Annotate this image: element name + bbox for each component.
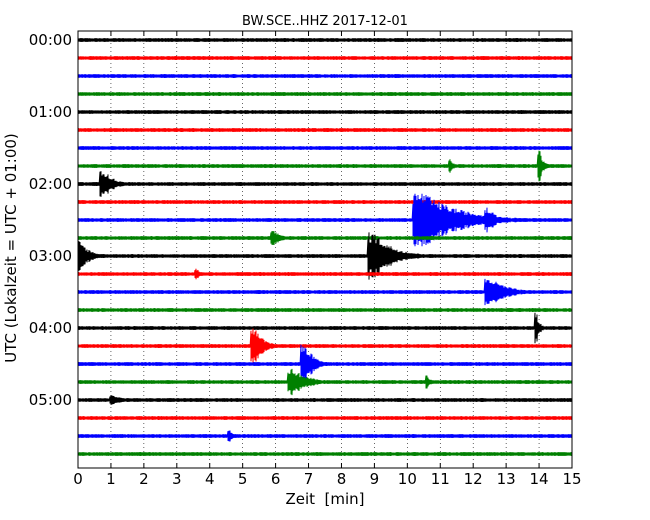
- x-tick-label: 0: [73, 470, 83, 488]
- x-axis-label: Zeit [min]: [285, 490, 364, 508]
- x-tick-label: 2: [139, 470, 149, 488]
- y-tick-label: 02:00: [29, 175, 72, 193]
- x-tick-label: 3: [172, 470, 182, 488]
- x-tick-label: 11: [431, 470, 450, 488]
- plot-frame: [77, 30, 573, 469]
- trace-line: [77, 430, 573, 442]
- trace-line: [77, 73, 573, 79]
- plot-area: [78, 31, 572, 468]
- trace-line: [77, 328, 573, 364]
- trace-line: [77, 37, 573, 43]
- x-tick-label: 13: [497, 470, 516, 488]
- trace-line: [77, 127, 573, 133]
- trace-line: [77, 451, 573, 457]
- trace-line: [77, 368, 573, 396]
- x-tick-label: 9: [370, 470, 380, 488]
- trace-line: [77, 91, 573, 97]
- x-tick-label: 6: [271, 470, 281, 488]
- trace-line: [77, 171, 573, 197]
- trace-line: [77, 278, 573, 306]
- grid-lines: [110, 31, 540, 468]
- x-tick-label: 12: [464, 470, 483, 488]
- trace-line: [77, 415, 573, 421]
- trace-line: [77, 268, 573, 280]
- chart-title: BW.SCE..HHZ 2017-12-01: [242, 14, 408, 29]
- x-axis: 0 1 2 3 4 5 6 7 8 9 10 11 12 13 14 15: [73, 31, 582, 488]
- x-tick-label: 7: [304, 470, 314, 488]
- trace-line: [77, 199, 573, 205]
- trace-line: [77, 232, 573, 280]
- x-tick-label: 8: [337, 470, 347, 488]
- y-tick-label: 03:00: [29, 247, 72, 265]
- x-tick-label: 10: [398, 470, 417, 488]
- trace-line: [77, 55, 573, 61]
- x-tick-label: 4: [205, 470, 215, 488]
- y-axis: 00:00 01:00 02:00 03:00 04:00 05:00: [29, 31, 572, 409]
- y-axis-label: UTC (Lokalzeit = UTC + 01:00): [2, 133, 20, 363]
- y-tick-label: 01:00: [29, 103, 72, 121]
- y-tick-label: 05:00: [29, 391, 72, 409]
- trace-line: [77, 344, 573, 384]
- x-tick-label: 14: [530, 470, 549, 488]
- y-tick-label: 00:00: [29, 31, 72, 49]
- y-tick-label: 04:00: [29, 319, 72, 337]
- seismic-traces: [77, 37, 573, 457]
- trace-line: [77, 312, 573, 344]
- trace-line: [77, 193, 573, 247]
- trace-line: [77, 307, 573, 313]
- x-tick-label: 5: [238, 470, 248, 488]
- trace-line: [77, 231, 573, 245]
- trace-line: [77, 145, 573, 151]
- trace-line: [77, 395, 573, 405]
- trace-line: [77, 109, 573, 115]
- x-tick-label: 15: [562, 470, 581, 488]
- x-tick-label: 1: [106, 470, 116, 488]
- trace-line: [77, 150, 573, 182]
